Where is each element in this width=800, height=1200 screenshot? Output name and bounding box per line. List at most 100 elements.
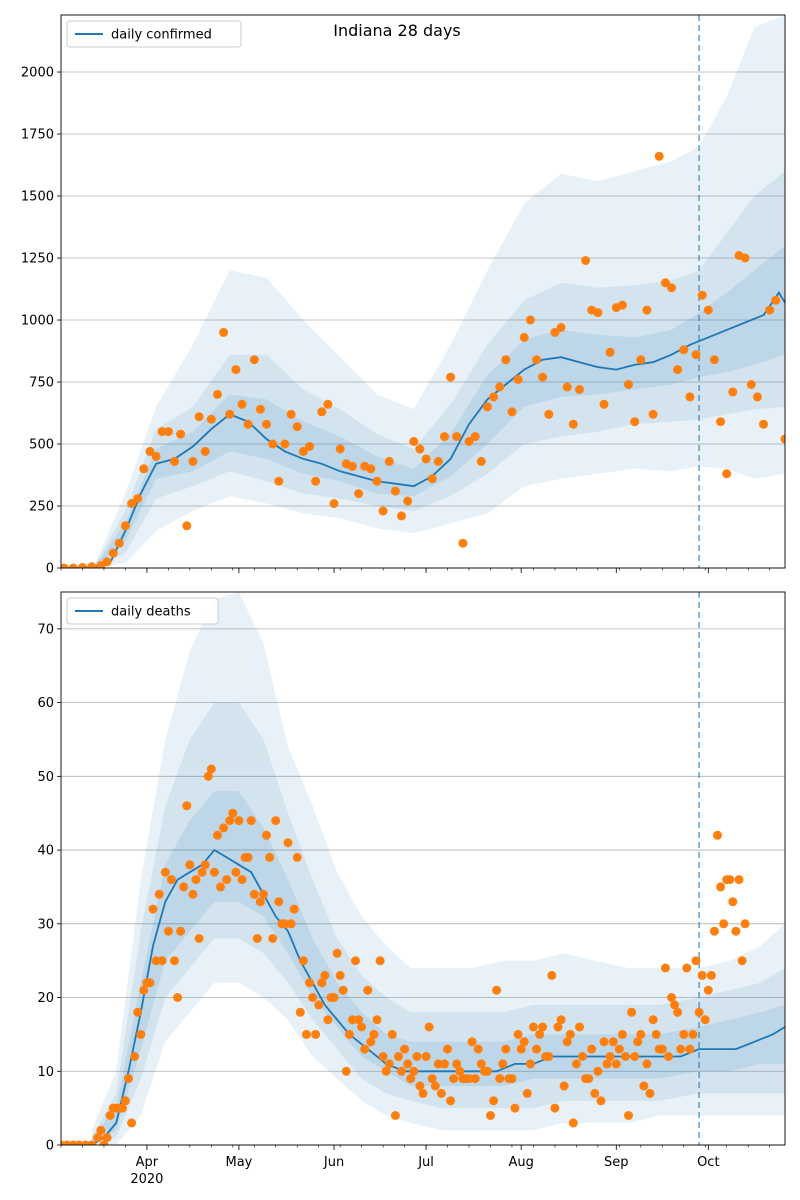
data-point: [550, 1103, 560, 1113]
data-point: [163, 926, 173, 936]
data-point: [565, 1029, 575, 1039]
data-point: [470, 432, 480, 442]
y-tick-label: 750: [29, 376, 54, 391]
data-point: [68, 563, 78, 568]
data-point: [166, 875, 176, 885]
chart-title: Indiana 28 days: [333, 21, 461, 40]
data-point: [630, 417, 640, 427]
data-point: [213, 830, 222, 840]
data-point: [139, 464, 149, 474]
data-point: [347, 1015, 357, 1025]
data-point: [102, 557, 112, 567]
data-point: [335, 970, 345, 980]
data-point: [449, 1074, 459, 1084]
data-point: [133, 494, 143, 504]
data-point: [562, 1037, 572, 1047]
data-point: [259, 889, 268, 899]
y-tick-label: 1000: [21, 314, 54, 329]
data-point: [412, 1052, 422, 1061]
data-point: [513, 375, 523, 384]
data-point: [525, 315, 535, 325]
data-point: [716, 882, 726, 892]
data-point: [596, 1096, 606, 1106]
data-point: [209, 867, 219, 877]
data-point: [513, 1029, 523, 1039]
data-point: [225, 816, 235, 826]
data-point: [436, 1088, 446, 1098]
data-point: [120, 521, 130, 531]
data-point: [697, 290, 707, 300]
data-point: [308, 993, 318, 1002]
data-point: [433, 456, 443, 466]
data-point: [489, 1096, 499, 1106]
data-point: [759, 419, 768, 429]
data-point: [194, 412, 204, 422]
data-point: [602, 1059, 612, 1069]
data-point: [519, 332, 529, 342]
data-point: [151, 451, 161, 461]
data-point: [188, 889, 198, 899]
data-point: [562, 382, 572, 392]
data-point: [314, 1000, 324, 1010]
x-tick-label: Sep: [604, 1155, 629, 1170]
y-tick-label: 30: [37, 917, 54, 932]
data-point: [265, 852, 275, 862]
data-point: [384, 456, 394, 466]
data-point: [366, 464, 376, 474]
data-point: [648, 1015, 658, 1025]
data-point: [102, 1133, 112, 1143]
data-point: [433, 1059, 443, 1069]
data-point: [624, 380, 633, 389]
data-point: [584, 1074, 594, 1084]
data-point: [372, 476, 382, 486]
data-point: [593, 308, 603, 318]
uncertainty-band-outer: [94, 15, 785, 568]
data-point: [179, 882, 189, 892]
data-point: [728, 897, 738, 907]
data-point: [725, 875, 735, 885]
data-point: [231, 365, 241, 375]
data-point: [378, 506, 388, 516]
data-point: [464, 437, 474, 446]
data-point: [636, 355, 646, 365]
data-point: [703, 985, 713, 995]
data-point: [127, 499, 137, 508]
data-point: [642, 1059, 652, 1069]
data-point: [357, 1022, 367, 1032]
data-point: [633, 1037, 643, 1047]
data-point: [663, 1052, 673, 1061]
data-point: [341, 1066, 351, 1076]
data-point: [525, 1059, 535, 1069]
data-point: [87, 562, 97, 568]
data-point: [458, 538, 468, 548]
data-point: [191, 875, 201, 885]
data-point: [298, 446, 308, 456]
data-point: [360, 1044, 370, 1054]
data-point: [780, 434, 785, 444]
y-tick-label: 250: [29, 500, 54, 515]
data-point: [608, 1037, 618, 1047]
data-point: [648, 409, 658, 419]
data-point: [219, 327, 229, 337]
data-point: [765, 305, 775, 315]
data-point: [691, 350, 701, 360]
data-point: [87, 1140, 97, 1145]
data-point: [394, 1052, 403, 1061]
data-point: [182, 521, 192, 531]
data-point: [262, 830, 271, 840]
data-point: [329, 993, 339, 1002]
data-point: [605, 1052, 615, 1061]
data-point: [298, 956, 308, 966]
data-point: [605, 347, 615, 357]
data-point: [455, 1066, 465, 1076]
data-point: [679, 1029, 689, 1039]
plot-frame: [60, 591, 786, 1146]
data-point: [568, 419, 578, 429]
data-point: [295, 1007, 305, 1017]
y-tick-label: 10: [37, 1065, 54, 1080]
data-point: [424, 1022, 434, 1032]
data-point: [719, 919, 729, 929]
data-point: [124, 1074, 133, 1084]
y-tick-label: 50: [37, 770, 54, 785]
data-point: [378, 1052, 388, 1061]
